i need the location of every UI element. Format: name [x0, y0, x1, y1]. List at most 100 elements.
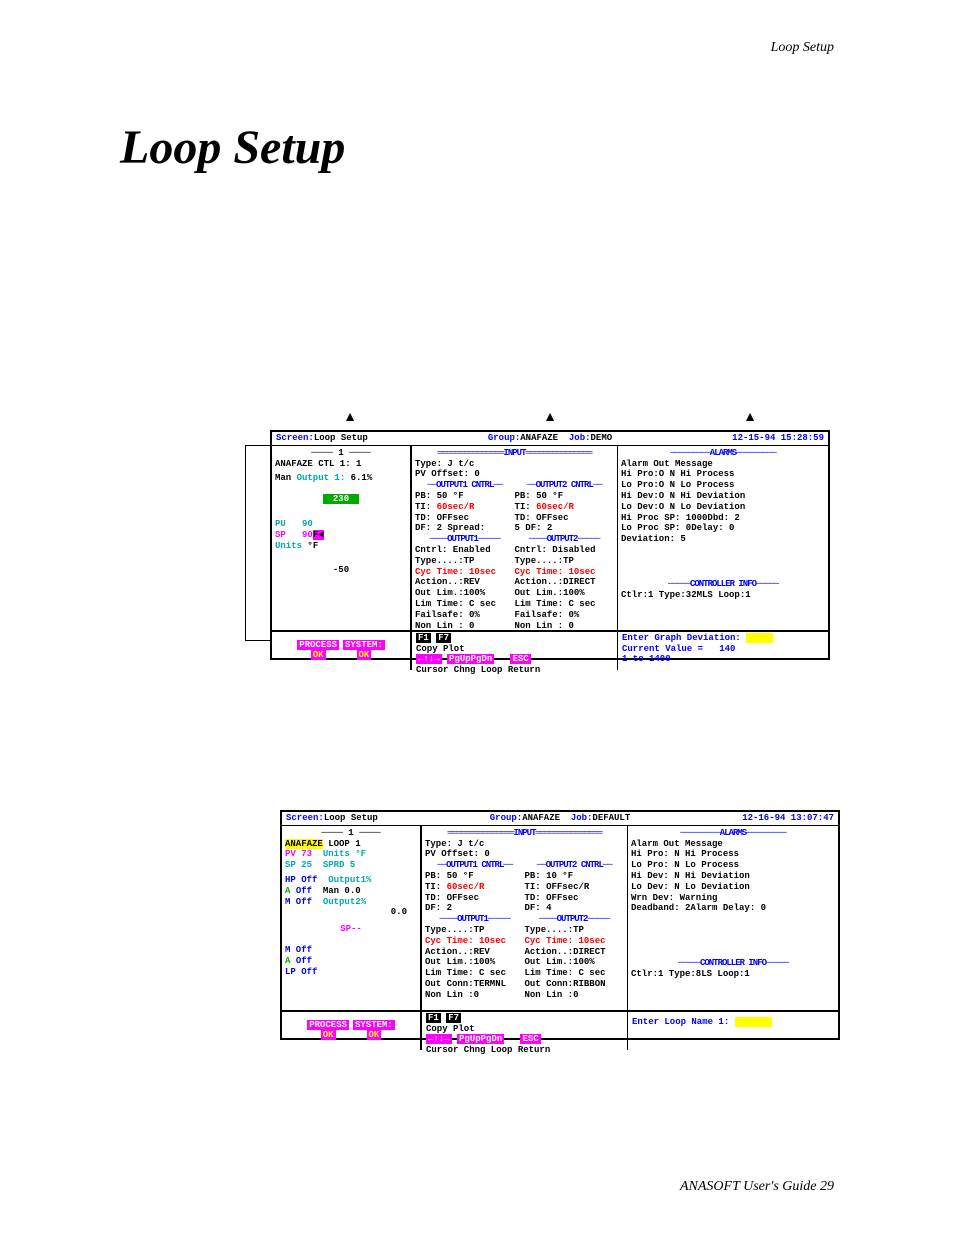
prompt-input[interactable]	[746, 633, 773, 643]
o2-l5: Out Lim.:100%	[515, 588, 615, 599]
man-label: Man	[275, 473, 291, 483]
o2-hdr: ────OUTPUT2─────	[515, 534, 615, 545]
pu-val: 90	[302, 519, 313, 529]
current-val: 140	[719, 644, 735, 654]
o2c-l2: TI: 60sec/R	[515, 502, 615, 513]
o1-l8: Non Lin : 0	[415, 621, 515, 632]
loop-name[interactable]: ANAFAZE	[285, 839, 323, 849]
sp: SP 25	[285, 860, 312, 870]
alarms-l5: Hi Proc SP: 1000Dbd: 2	[621, 513, 825, 524]
o2c-hdr: ──OUTPUT2 CNTRL──	[525, 860, 625, 871]
left-panel: ──── 1 ──── ANAFAZE CTL 1: 1 Man Output …	[272, 446, 412, 630]
alarms-l6: Lo Proc SP: 0Delay: 0	[621, 523, 825, 534]
group-label: Group:	[488, 433, 520, 444]
o2-l2: Cyc Time: 10sec	[525, 936, 625, 947]
esc-key[interactable]: ESC	[510, 654, 530, 664]
alarms-l3: Hi Dev: N Hi Deviation	[631, 871, 835, 882]
arrow-markers: ▲▲▲	[250, 410, 850, 426]
m-off: M Off	[285, 897, 312, 907]
system-status: SYSTEM:OK	[353, 1021, 395, 1041]
o2c-l4: DF: 4	[525, 903, 625, 914]
o1-l2: Cyc Time: 10sec	[425, 936, 525, 947]
cinfo-hdr: ─────CONTROLLER INFO─────	[631, 958, 835, 969]
alarms-l4: Lo Dev: N Lo Deviation	[631, 882, 835, 893]
ctl-line: ANAFAZE CTL 1: 1	[275, 459, 407, 470]
o1-l4: Out Lim.:100%	[425, 957, 525, 968]
o2c-l2: TI: OFFsec/R	[525, 882, 625, 893]
footer-row: PROCESSOK SYSTEM:OK F1 F7 Copy Plot ←↑↓→…	[282, 1010, 838, 1050]
sp-val: 90	[302, 530, 313, 540]
alarms-l6: Deadband: 2Alarm Delay: 0	[631, 903, 835, 914]
o1-l4: Action..:REV	[415, 577, 515, 588]
zero: 0.0	[285, 907, 417, 918]
alarms-l5: Wrn Dev: Warning	[631, 893, 835, 904]
bracket-bottom	[245, 640, 273, 641]
esc-key[interactable]: ESC	[520, 1034, 540, 1044]
pgupdn-keys[interactable]: PgUpPgDn	[447, 654, 494, 664]
o1-hdr: ────OUTPUT1─────	[425, 914, 525, 925]
o1c-l4: DF: 2	[425, 903, 525, 914]
timestamp: 12-15-94 15:28:59	[732, 433, 824, 444]
input-header: ═══════════════INPUT═══════════════	[425, 828, 624, 839]
mid-panel: ═══════════════INPUT═══════════════ Type…	[412, 446, 618, 630]
o2c-l1: PB: 10 °F	[525, 871, 625, 882]
f1-key[interactable]: F1	[416, 633, 431, 643]
job-value: DEMO	[591, 433, 613, 444]
alarms-l2: Lo Pro: N Lo Process	[631, 860, 835, 871]
group-value: ANAFAZE	[520, 433, 558, 444]
units-val: °F	[307, 541, 318, 551]
prompt-label: Enter Loop Name 1:	[632, 1017, 729, 1027]
hp: HP Off	[285, 875, 317, 885]
arrow-keys[interactable]: ←↑↓→	[416, 654, 442, 664]
bracket-top	[245, 445, 273, 446]
o2c-l4: 5 DF: 2	[515, 523, 615, 534]
o1c-l1: PB: 50 °F	[415, 491, 515, 502]
o2-l3: Cyc Time: 10sec	[515, 567, 615, 578]
alarms-l1: Hi Pro:O N Hi Process	[621, 469, 825, 480]
process-status: PROCESSOK	[297, 641, 339, 661]
o2-hdr: ────OUTPUT2─────	[525, 914, 625, 925]
title-bar: Screen: Loop Setup Group: ANAFAZE Job: D…	[272, 432, 828, 446]
o1-l1: Cntrl: Enabled	[415, 545, 515, 556]
copy-plot: Copy Plot	[416, 644, 613, 655]
alarms-h1: Alarm Out Message	[631, 839, 835, 850]
neg-val: -50	[333, 565, 349, 575]
o2c-l1: PB: 50 °F	[515, 491, 615, 502]
mid-panel: ═══════════════INPUT═══════════════ Type…	[422, 826, 628, 1010]
o2-l2: Type....:TP	[515, 556, 615, 567]
title-bar: Screen: Loop Setup Group: ANAFAZE Job: D…	[282, 812, 838, 826]
o2-l1: Cntrl: Disabled	[515, 545, 615, 556]
out2-lbl: Output2%	[323, 897, 366, 907]
o1c-l2: TI: 60sec/R	[415, 502, 515, 513]
arrow-keys[interactable]: ←↑↓→	[426, 1034, 452, 1044]
o2c-l3: TD: OFFsec	[525, 893, 625, 904]
pgupdn-keys[interactable]: PgUpPgDn	[457, 1034, 504, 1044]
o1c-l1: PB: 50 °F	[425, 871, 525, 882]
screen-value: Loop Setup	[324, 813, 378, 824]
f7-key[interactable]: F7	[446, 1013, 461, 1023]
o1-l7: Failsafe: 0%	[415, 610, 515, 621]
o1-l3: Action..:REV	[425, 947, 525, 958]
out1: Output1%	[328, 875, 371, 885]
o1c-l4: DF: 2 Spread:	[415, 523, 515, 534]
page-footer: ANASOFT User's Guide 29	[680, 1179, 834, 1195]
alarms-hdr: ─────────ALARMS─────────	[631, 828, 835, 839]
man-output: Output 1:	[297, 473, 346, 483]
f1-key[interactable]: F1	[426, 1013, 441, 1023]
prompt-input[interactable]	[735, 1017, 773, 1027]
alarms-h1: Alarm Out Message	[621, 459, 825, 470]
job-label: Job:	[569, 433, 591, 444]
o2-l1: Type....:TP	[525, 925, 625, 936]
pv: PV 73	[285, 849, 312, 859]
timestamp: 12-16-94 13:07:47	[742, 813, 834, 824]
cinfo-l1: Ctlr:1 Type:32MLS Loop:1	[621, 590, 825, 601]
sp-marker: SP--	[285, 924, 417, 935]
bar-value: 230	[323, 494, 359, 504]
f7-key[interactable]: F7	[436, 633, 451, 643]
footer-row: PROCESSOK SYSTEM:OK F1 F7 Copy Plot ←↑↓→…	[272, 630, 828, 670]
o2-l4: Out Lim.:100%	[525, 957, 625, 968]
o1-l3: Cyc Time: 10sec	[415, 567, 515, 578]
copy-plot: Copy Plot	[426, 1024, 623, 1035]
bracket-vert	[245, 445, 246, 641]
o2-l6: Lim Time: C sec	[515, 599, 615, 610]
